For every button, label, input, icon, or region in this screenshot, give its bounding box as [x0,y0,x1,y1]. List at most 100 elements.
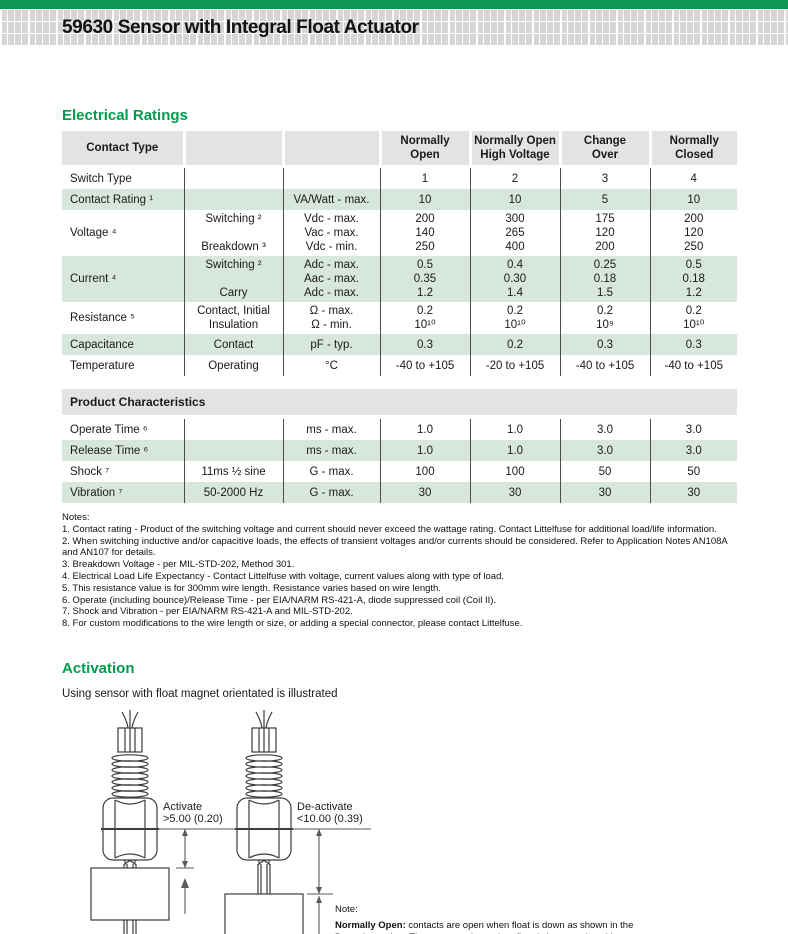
table-cell: Release Time ⁶ [62,440,184,461]
table-cell: 200 140 250 [379,210,470,256]
note-item: 6. Operate (including bounce)/Release Ti… [62,594,497,606]
table-cell: Temperature [62,355,184,376]
table-cell [183,419,283,440]
sensor-activated-diagram [90,709,237,934]
table-cell: 100 [379,461,470,482]
table-cell: 50-2000 Hz [183,482,283,503]
table-cell: 3.0 [559,419,650,440]
note-item: 2. When switching inductive and/or capac… [62,535,728,559]
table-row: Contact Rating ¹ VA/Watt - max. 10 10 5 … [62,189,737,210]
table-cell: 50 [649,461,737,482]
deactivate-dimension-label: De-activate <10.00 (0.39) [297,801,363,826]
table-cell: 2 [469,166,560,189]
column-header-empty-2 [281,131,380,168]
table-cell: 30 [649,482,737,503]
electrical-ratings-heading: Electrical Ratings [62,107,188,124]
table-row: Operate Time ⁶ ms - max. 1.0 1.0 3.0 3.0 [62,419,737,440]
page-content: Electrical Ratings Contact Type Normally… [0,46,788,934]
product-characteristics-table: Operate Time ⁶ ms - max. 1.0 1.0 3.0 3.0… [62,419,737,503]
table-cell [183,166,283,189]
table-cell: G - max. [282,482,380,503]
electrical-ratings-table: Contact Type Normally Open Normally Open… [62,131,737,376]
top-green-bar [0,0,788,9]
table-cell [282,166,380,189]
column-header-change-over: Change Over [558,131,650,168]
table-cell: 300 265 400 [469,210,560,256]
table-cell: 0.3 [379,334,470,355]
table-cell: 3.0 [649,419,737,440]
sensor-deactivated-diagram [224,709,371,934]
table-cell [183,440,283,461]
table-cell: Shock ⁷ [62,461,184,482]
table-cell: Operating [183,355,283,376]
table-cell: Vdc - max. Vac - max. Vdc - min. [282,210,380,256]
table-cell: 0.2 10¹⁰ [469,302,560,334]
normally-open-label: Normally Open: [335,920,406,932]
product-characteristics-heading: Product Characteristics [70,395,206,409]
note-item: 4. Electrical Load Life Expectancy - Con… [62,570,504,582]
notes-title: Notes: [62,512,90,523]
table-cell: 0.4 0.30 1.4 [469,256,560,302]
table-row: Resistance ⁵ Contact, Initial Insulation… [62,302,737,334]
table-cell: Ω - max. Ω - min. [282,302,380,334]
activate-dimension-label: Activate >5.00 (0.20) [163,801,223,826]
table-cell: 50 [559,461,650,482]
note-item: 5. This resistance value is for 300mm wi… [62,582,441,594]
table-cell: 0.2 [469,334,560,355]
table-cell: 5 [559,189,650,210]
table-row: Current ⁴ Switching ² Carry Adc - max. A… [62,256,737,302]
table-cell: 1.0 [379,419,470,440]
table-row: Shock ⁷ 11ms ½ sine G - max. 100 100 50 … [62,461,737,482]
electrical-header-row: Contact Type Normally Open Normally Open… [62,131,737,168]
table-cell: -20 to +105 [469,355,560,376]
table-cell: 0.2 10¹⁰ [379,302,470,334]
dimension-label-text: De-activate [297,800,353,813]
table-cell: Switching ² Breakdown ³ [183,210,283,256]
table-cell: ms - max. [282,419,380,440]
dimension-value-text: <10.00 (0.39) [297,813,363,826]
table-cell: °C [282,355,380,376]
table-cell: 1.0 [469,419,560,440]
table-cell: 0.2 10¹⁰ [649,302,737,334]
column-header-normally-closed: Normally Closed [648,131,737,168]
table-cell: 0.3 [649,334,737,355]
table-cell: Switch Type [62,166,184,189]
dimension-label-text: Activate [163,800,203,813]
activation-diagrams: Activate >5.00 (0.20) De-activate <10.00… [62,704,737,934]
table-cell: -40 to +105 [559,355,650,376]
table-row: Temperature Operating °C -40 to +105 -20… [62,355,737,376]
header-pattern-band: 59630 Sensor with Integral Float Actuato… [0,9,788,46]
table-cell: 10 [379,189,470,210]
normally-open-text: contacts are open when float is down as … [335,920,634,934]
table-cell: Operate Time ⁶ [62,419,184,440]
table-cell: 10 [649,189,737,210]
normally-open-note: Normally Open: contacts are open when fl… [335,920,635,934]
column-header-normally-open-hv: Normally Open High Voltage [468,131,560,168]
table-cell: Contact, Initial Insulation [183,302,283,334]
table-cell: Switching ² Carry [183,256,283,302]
table-cell [183,189,283,210]
table-row: Capacitance Contact pF - typ. 0.3 0.2 0.… [62,334,737,355]
table-cell: G - max. [282,461,380,482]
table-cell: Vibration ⁷ [62,482,184,503]
table-cell: 0.2 10⁹ [559,302,650,334]
note-item: 1. Contact rating - Product of the switc… [62,523,717,535]
table-cell: ms - max. [282,440,380,461]
table-cell: Contact [183,334,283,355]
table-cell: 1 [379,166,470,189]
activation-note: Note: Normally Open: contacts are open w… [335,904,635,934]
table-row: Switch Type 1 2 3 4 [62,166,737,189]
table-cell: 30 [379,482,470,503]
table-cell: 3 [559,166,650,189]
activation-note-title: Note: [335,903,358,915]
table-cell: Adc - max. Aac - max. Adc - max. [282,256,380,302]
table-cell: -40 to +105 [649,355,737,376]
table-cell: 100 [469,461,560,482]
table-cell: 4 [649,166,737,189]
table-cell: Voltage ⁴ [62,210,184,256]
table-cell: Resistance ⁵ [62,302,184,334]
page-title: 59630 Sensor with Integral Float Actuato… [62,16,419,38]
table-cell: 200 120 250 [649,210,737,256]
table-cell: 10 [469,189,560,210]
